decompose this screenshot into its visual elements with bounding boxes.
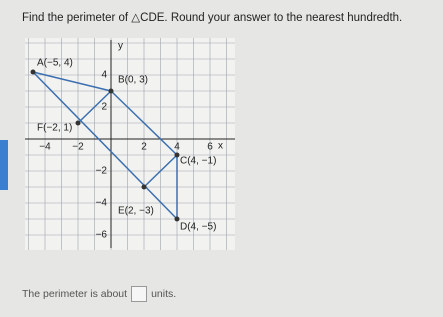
point-label: A(−5, 4) <box>37 58 73 69</box>
point <box>174 216 180 222</box>
shapes <box>32 71 178 220</box>
x-axis-label: x <box>218 141 223 152</box>
point <box>30 69 36 75</box>
answer-prefix: The perimeter is about <box>22 288 128 300</box>
x-tick-label: 6 <box>207 142 213 153</box>
segment <box>110 90 178 156</box>
x-tick-label: 4 <box>174 142 180 153</box>
segment <box>77 90 112 124</box>
y-tick-label: −2 <box>96 166 108 177</box>
y-axis-label: y <box>118 41 123 52</box>
y-tick-label: −4 <box>96 198 108 209</box>
point <box>75 120 81 126</box>
x-tick-label: 2 <box>141 142 147 153</box>
y-tick-label: 2 <box>101 102 107 113</box>
y-tick-label: −6 <box>96 230 108 241</box>
grid <box>25 38 235 250</box>
answer-input[interactable] <box>131 286 148 302</box>
point-label: C(4, −1) <box>180 156 216 167</box>
point <box>174 152 180 158</box>
answer-line: The perimeter is about units. <box>22 286 176 302</box>
point-label: B(0, 3) <box>118 75 148 86</box>
question: Find the perimeter of △CDE. Round your a… <box>22 12 403 24</box>
point-label: E(2, −3) <box>118 206 154 217</box>
segment <box>32 71 178 220</box>
side-stripe <box>0 140 8 190</box>
point <box>108 88 114 94</box>
point-label: F(−2, 1) <box>37 123 72 134</box>
point <box>141 184 147 190</box>
answer-suffix: units. <box>151 288 177 300</box>
point-label: D(4, −5) <box>180 222 216 233</box>
graph-bg <box>25 38 235 250</box>
x-tick-label: −4 <box>39 142 51 153</box>
segment <box>143 154 178 188</box>
segment <box>32 71 112 92</box>
y-tick-label: 4 <box>101 70 107 81</box>
x-tick-label: −2 <box>72 142 84 153</box>
